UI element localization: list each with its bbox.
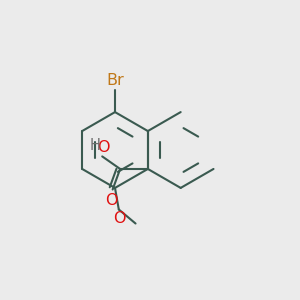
- Text: O: O: [98, 140, 110, 155]
- Text: O: O: [113, 211, 126, 226]
- Text: O: O: [105, 193, 117, 208]
- Text: H: H: [89, 138, 100, 153]
- Text: Br: Br: [106, 74, 124, 88]
